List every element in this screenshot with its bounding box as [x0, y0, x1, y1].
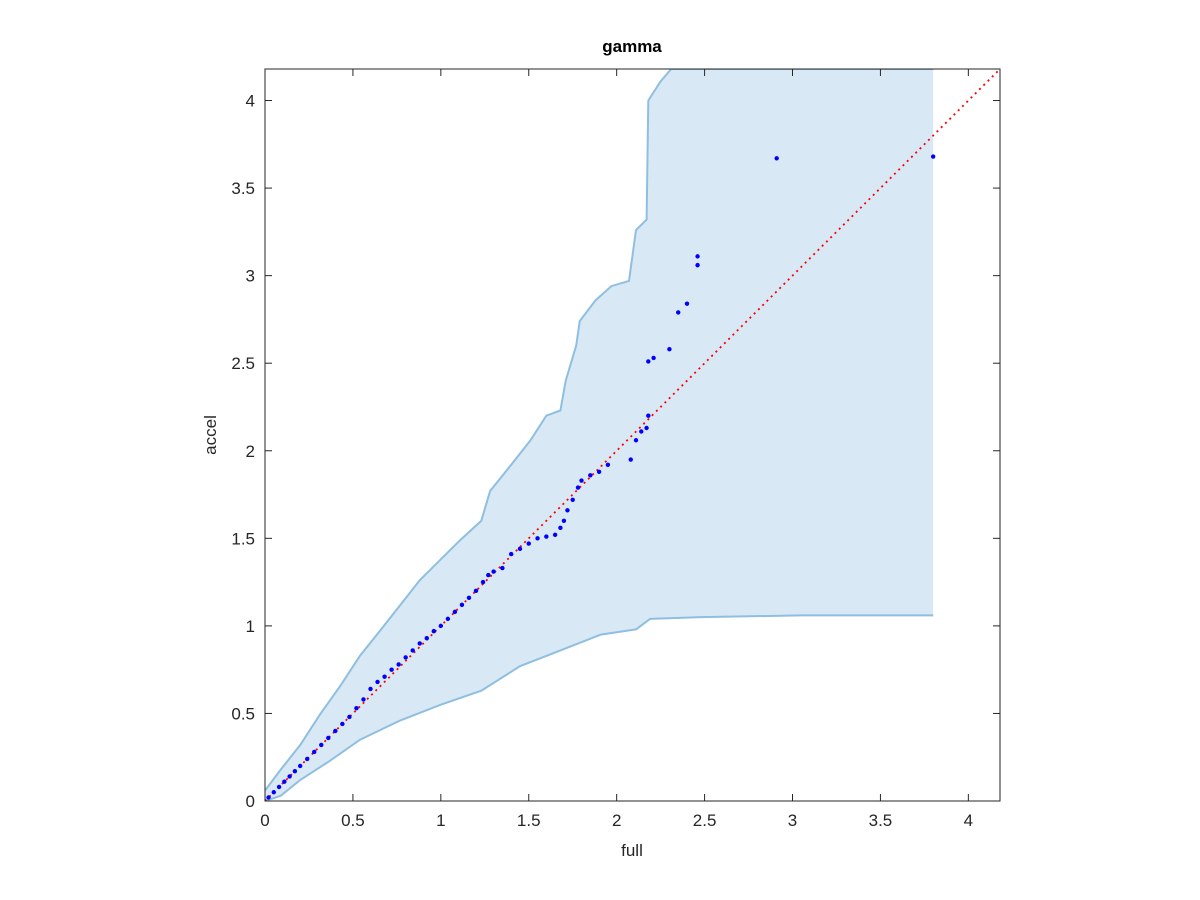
data-point	[282, 779, 287, 784]
x-tick-label: 0.5	[341, 811, 365, 830]
data-point	[459, 602, 465, 608]
data-point	[552, 532, 558, 538]
x-tick-label: 2	[612, 811, 621, 830]
data-point	[361, 697, 366, 702]
data-point	[491, 569, 496, 574]
data-point	[579, 478, 584, 483]
y-tick-label: 1	[246, 617, 255, 636]
data-point	[375, 679, 380, 685]
y-tick-label: 1.5	[231, 529, 255, 548]
data-point	[354, 705, 359, 711]
data-point	[695, 254, 700, 259]
data-point	[403, 655, 408, 660]
x-axis-label: full	[621, 841, 643, 860]
y-tick-label: 0	[246, 792, 255, 811]
data-point	[774, 156, 779, 161]
data-point	[312, 749, 317, 755]
data-point	[333, 728, 338, 734]
data-point	[508, 551, 514, 557]
data-point	[605, 462, 611, 467]
data-point	[266, 795, 271, 800]
data-point	[326, 735, 331, 741]
data-point	[424, 635, 429, 641]
data-point	[340, 721, 345, 727]
data-point	[588, 473, 593, 478]
data-point	[431, 628, 437, 634]
data-point	[368, 686, 373, 692]
data-point	[930, 154, 936, 159]
data-point	[480, 579, 486, 585]
data-point	[561, 518, 567, 524]
band-upper-edge	[265, 69, 934, 792]
data-point	[526, 541, 531, 546]
data-point	[684, 301, 690, 306]
data-point	[319, 742, 324, 748]
data-point	[517, 546, 523, 552]
chart-title: gamma	[602, 37, 662, 56]
data-point	[628, 457, 633, 462]
data-point	[644, 425, 649, 431]
data-point	[445, 616, 451, 622]
y-tick-label: 3.5	[231, 179, 255, 198]
y-tick-label: 2.5	[231, 354, 255, 373]
data-point	[565, 508, 570, 513]
data-point	[438, 623, 444, 629]
data-point	[544, 534, 549, 539]
data-point	[466, 595, 472, 601]
data-point	[651, 355, 656, 361]
data-point	[292, 769, 298, 774]
x-tick-label: 0	[260, 811, 269, 830]
data-point	[676, 310, 681, 315]
data-point	[500, 565, 505, 571]
x-tick-label: 3	[788, 811, 797, 830]
data-point	[417, 641, 422, 646]
data-point	[639, 429, 644, 434]
axes: 0 0.5 1 1.5 2 2.5 3 3.5 4 0 0.5 1 1.5 2 2.5 3 3.5 4	[231, 68, 1001, 830]
confidence-band	[265, 69, 934, 801]
y-tick-label: 0.5	[231, 704, 255, 723]
data-point	[389, 667, 394, 672]
x-tick-label: 3.5	[869, 811, 893, 830]
data-point	[473, 588, 479, 594]
data-point	[633, 438, 639, 443]
y-tick-label: 4	[246, 92, 255, 111]
data-point	[558, 525, 563, 531]
data-point	[297, 763, 303, 769]
data-point	[535, 536, 540, 541]
x-tick-label: 1.5	[517, 811, 541, 830]
x-tick-label: 2.5	[693, 811, 717, 830]
data-point	[667, 346, 672, 352]
data-point	[452, 609, 458, 615]
data-point	[396, 662, 401, 667]
data-point	[646, 413, 651, 418]
data-point	[646, 359, 651, 364]
x-tick-label: 4	[964, 811, 973, 830]
data-point	[271, 790, 276, 795]
reference-line	[265, 69, 1000, 801]
plot-area	[265, 69, 1000, 801]
data-point	[596, 469, 602, 474]
y-axis-label: accel	[201, 415, 220, 455]
data-point	[276, 784, 282, 790]
band-lower-edge	[265, 614, 934, 801]
data-point	[695, 262, 700, 268]
data-point	[382, 674, 387, 679]
data-point	[287, 774, 292, 779]
data-point	[575, 485, 581, 490]
data-point	[570, 497, 575, 502]
y-tick-label: 3	[246, 267, 255, 286]
y-tick-label: 2	[246, 442, 255, 461]
data-point	[410, 648, 415, 653]
data-point	[486, 572, 491, 578]
data-point	[305, 756, 310, 762]
data-point	[347, 714, 352, 720]
axes-box	[264, 68, 1001, 802]
x-tick-label: 1	[436, 811, 445, 830]
